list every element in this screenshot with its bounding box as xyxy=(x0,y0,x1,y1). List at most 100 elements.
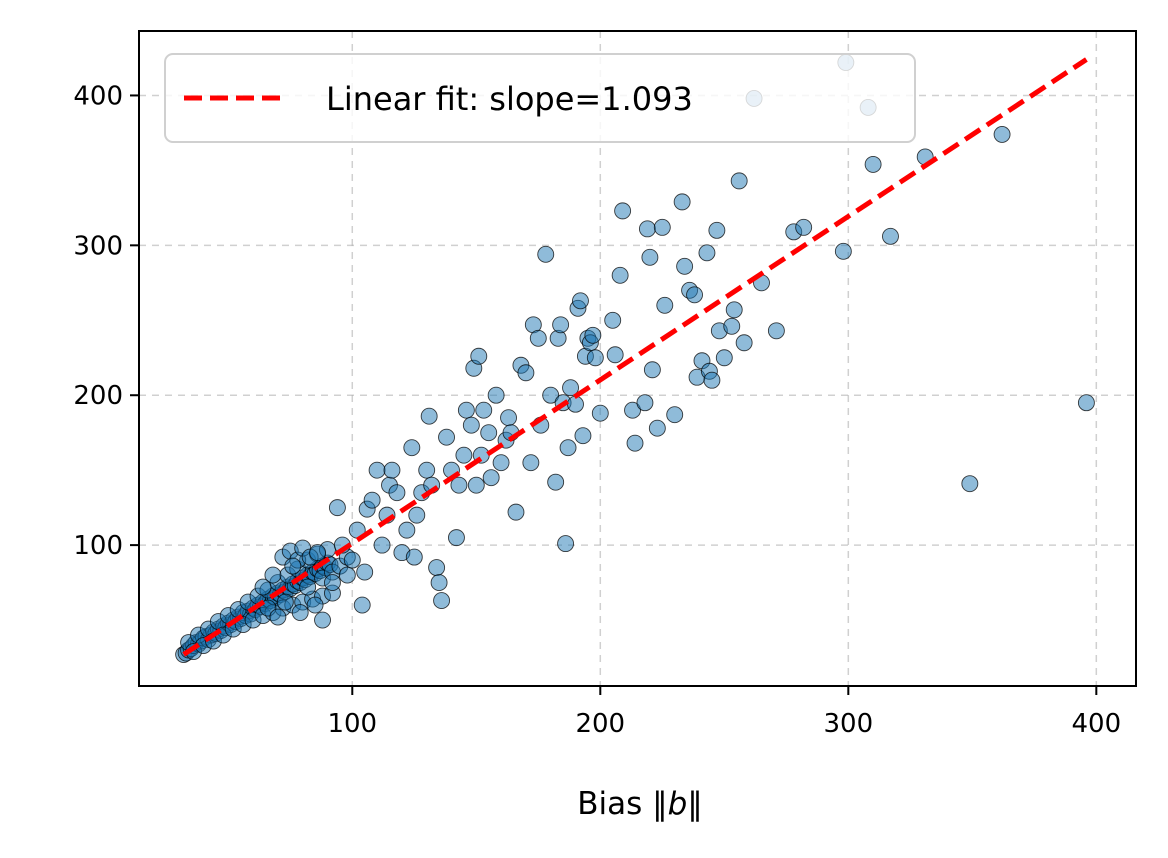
x-tick-label: 400 xyxy=(1071,709,1121,739)
scatter-point xyxy=(698,244,716,262)
scatter-point xyxy=(666,406,684,424)
scatter-point xyxy=(591,404,609,422)
scatter-point xyxy=(730,172,748,190)
scatter-point xyxy=(864,155,882,173)
scatter-point xyxy=(470,347,488,365)
scatter-point xyxy=(961,475,979,493)
scatter-point xyxy=(338,566,356,584)
scatter-point xyxy=(653,218,671,236)
scatter-point xyxy=(708,221,726,239)
scatter-point xyxy=(264,566,282,584)
scatter-point xyxy=(269,608,287,626)
y-tick-label: 100 xyxy=(73,531,123,561)
scatter-point xyxy=(882,227,899,245)
scatter-point xyxy=(676,257,694,275)
scatter-point xyxy=(648,419,666,437)
scatter-point xyxy=(403,439,421,457)
scatter-point xyxy=(638,220,656,238)
scatter-point xyxy=(438,428,455,446)
scatter-point xyxy=(715,349,733,367)
scatter-point xyxy=(356,563,374,581)
scatter-point xyxy=(767,322,785,340)
scatter-point xyxy=(405,548,423,566)
y-tick-label: 300 xyxy=(73,231,123,261)
scatter-point xyxy=(584,326,602,344)
scatter-point xyxy=(323,574,341,592)
scatter-point xyxy=(1077,394,1095,412)
scatter-point xyxy=(455,446,473,464)
fit-line-group xyxy=(182,57,1088,657)
scatter-point xyxy=(368,461,386,479)
scatter-point xyxy=(500,409,517,427)
scatter-point xyxy=(656,296,674,314)
scatter-point xyxy=(703,371,721,389)
scatter-point xyxy=(328,499,346,517)
scatter-point xyxy=(574,427,592,445)
scatter-point xyxy=(586,349,604,367)
scatter-point xyxy=(673,193,691,211)
scatter-point xyxy=(552,316,570,334)
scatter-point xyxy=(398,521,416,539)
scatter-point xyxy=(562,379,579,397)
scatter-point xyxy=(636,394,654,412)
scatter-point xyxy=(363,491,381,509)
x-tick-label: 300 xyxy=(823,709,873,739)
x-tick-label: 100 xyxy=(327,709,377,739)
scatter-point xyxy=(482,469,500,487)
scatter-point xyxy=(408,506,426,524)
scatter-point xyxy=(306,596,324,614)
scatter-point xyxy=(614,202,632,220)
scatter-point xyxy=(641,248,659,266)
scatter-point xyxy=(542,386,560,404)
x-axis-label-norm-open: ‖ xyxy=(652,786,668,822)
scatter-point xyxy=(309,544,327,562)
scatter-point xyxy=(276,593,294,611)
scatter-point xyxy=(517,364,535,382)
scatter-point xyxy=(795,218,813,236)
scatter-point xyxy=(723,317,741,335)
scatter-point xyxy=(686,286,703,304)
scatter-point xyxy=(529,329,547,347)
scatter-point xyxy=(834,242,852,260)
scatter-point xyxy=(373,536,391,554)
scatter-point xyxy=(725,301,743,319)
y-tick-label: 200 xyxy=(73,381,123,411)
scatter-point xyxy=(457,401,475,419)
scatter-point xyxy=(993,125,1011,143)
scatter-point xyxy=(626,434,644,452)
scatter-point xyxy=(291,604,309,622)
legend: Linear fit: slope=1.093 xyxy=(164,53,916,143)
scatter-point xyxy=(547,473,565,491)
scatter-point xyxy=(624,401,641,419)
plot-frame xyxy=(138,30,1137,687)
scatter-point xyxy=(522,454,540,472)
x-axis-label-symbol: b xyxy=(668,786,688,822)
scatter-point xyxy=(507,503,525,521)
scatter-point xyxy=(492,454,510,472)
scatter-point xyxy=(254,578,272,596)
scatter-point xyxy=(537,245,555,263)
scatter-point xyxy=(428,559,446,577)
scatter-point xyxy=(383,461,401,479)
scatter-point xyxy=(572,292,589,310)
scatter-point xyxy=(314,611,331,629)
scatter-point xyxy=(480,424,498,442)
scatter-point xyxy=(604,311,622,329)
scatter-point xyxy=(343,551,361,569)
scatter-point xyxy=(299,578,317,596)
scatter-point xyxy=(448,529,465,547)
scatter-point xyxy=(353,596,371,614)
x-tick-label: 200 xyxy=(575,709,625,739)
scatter-point xyxy=(643,361,661,379)
scatter-point xyxy=(420,407,438,425)
legend-fit-label: Linear fit: slope=1.093 xyxy=(326,80,693,118)
x-axis-label: Bias ‖b‖ xyxy=(577,786,703,822)
scatter-point xyxy=(450,476,468,494)
axis-ticks: 100 200 300 400 100 200 300 400 xyxy=(73,81,1121,739)
scatter-point xyxy=(433,592,451,610)
scatter-point xyxy=(611,266,629,284)
scatter-point xyxy=(475,401,493,419)
scatter-point xyxy=(388,484,406,502)
scatter-point xyxy=(606,346,624,364)
